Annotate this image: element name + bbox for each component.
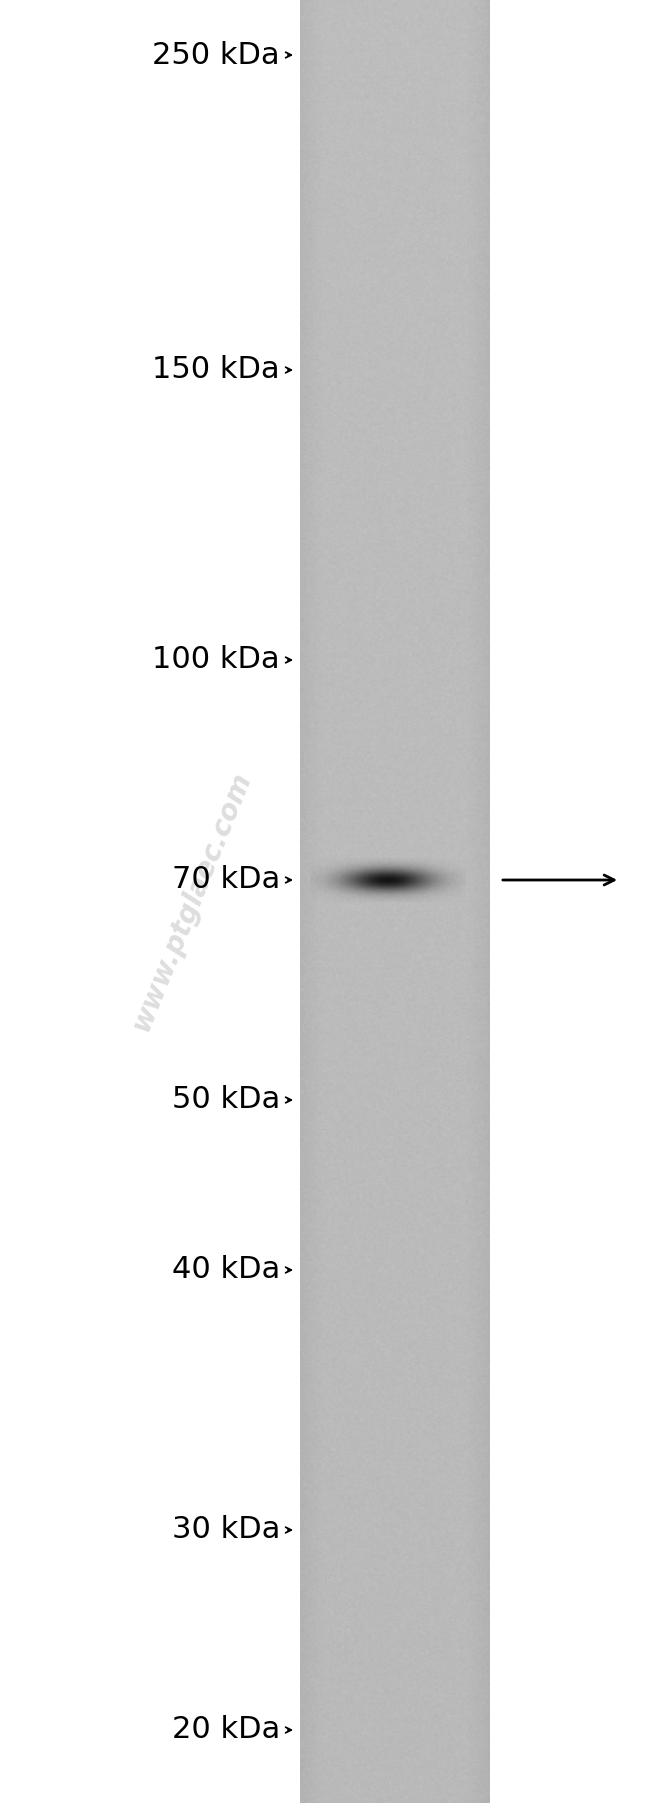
Text: 40 kDa: 40 kDa bbox=[172, 1255, 280, 1284]
Text: 30 kDa: 30 kDa bbox=[172, 1516, 280, 1545]
Text: 150 kDa: 150 kDa bbox=[152, 355, 280, 384]
Text: 50 kDa: 50 kDa bbox=[172, 1085, 280, 1114]
Text: 250 kDa: 250 kDa bbox=[152, 40, 280, 70]
Text: 100 kDa: 100 kDa bbox=[152, 645, 280, 674]
Text: 20 kDa: 20 kDa bbox=[172, 1715, 280, 1745]
Text: www.ptglaec.com: www.ptglaec.com bbox=[127, 768, 257, 1035]
Text: 70 kDa: 70 kDa bbox=[172, 865, 280, 894]
